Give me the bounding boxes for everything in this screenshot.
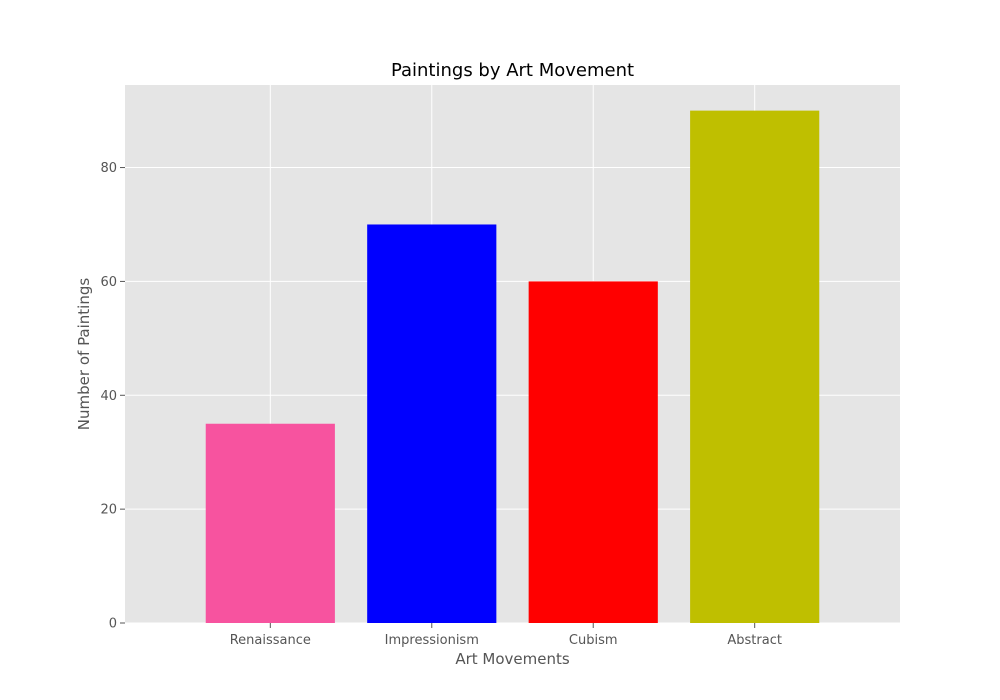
bar-cubism [528,281,658,623]
x-tick-label: Cubism [569,633,618,648]
chart-title: Paintings by Art Movement [391,60,634,81]
bar-impressionism [367,224,497,623]
y-tick-label: 80 [100,161,117,176]
bar-abstract [690,110,820,624]
x-tick-label: Impressionism [385,633,479,648]
y-axis-label: Number of Paintings [75,278,93,431]
y-tick-label: 40 [100,389,117,404]
bars [205,110,820,624]
x-tick-label: Renaissance [230,633,311,648]
y-tick-label: 60 [100,275,117,290]
bar-renaissance [205,423,335,623]
y-tick-label: 20 [100,503,117,518]
x-axis-label: Art Movements [455,650,570,668]
y-axis-ticks: 0 20 40 60 80 [100,161,125,632]
x-axis-ticks: Renaissance Impressionism Cubism Abstract [230,623,782,648]
x-tick-label: Abstract [727,633,782,648]
y-tick-label: 0 [109,617,117,632]
